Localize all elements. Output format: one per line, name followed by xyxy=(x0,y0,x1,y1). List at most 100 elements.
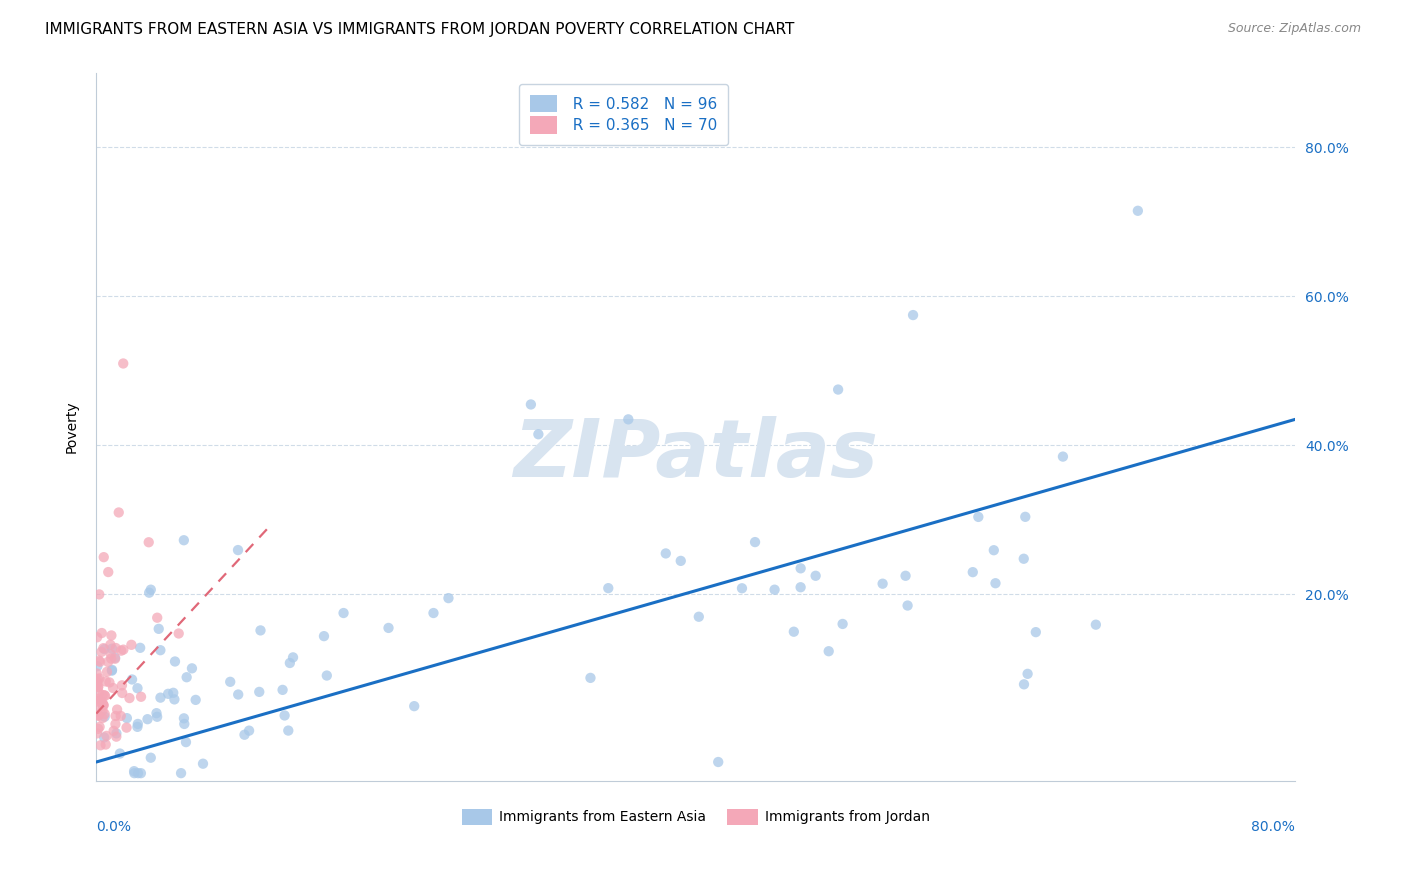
Point xyxy=(238,723,260,738)
Point xyxy=(100,651,122,665)
Point xyxy=(91,698,114,712)
Point xyxy=(100,628,122,642)
Point xyxy=(87,694,110,708)
Point xyxy=(277,723,299,738)
Point xyxy=(89,739,111,753)
Point xyxy=(967,509,990,524)
Point xyxy=(872,576,894,591)
Point xyxy=(804,568,827,582)
Point xyxy=(87,654,110,668)
Point xyxy=(129,640,152,655)
Point xyxy=(138,535,160,549)
Point xyxy=(108,747,131,761)
Point xyxy=(831,616,853,631)
Point xyxy=(1126,203,1149,218)
Point xyxy=(96,665,118,679)
Point xyxy=(598,581,620,595)
Point xyxy=(163,655,186,669)
Point xyxy=(271,682,294,697)
Point xyxy=(104,640,127,655)
Point xyxy=(173,717,195,731)
Point xyxy=(89,672,111,686)
Point xyxy=(1017,666,1039,681)
Point xyxy=(97,655,120,669)
Point xyxy=(170,766,193,780)
Point xyxy=(138,585,160,599)
Point xyxy=(1052,450,1074,464)
Point xyxy=(86,726,108,740)
Point xyxy=(1014,509,1036,524)
Point xyxy=(1084,617,1107,632)
Point xyxy=(93,706,115,721)
Point xyxy=(422,606,444,620)
Point xyxy=(101,641,124,656)
Text: Source: ZipAtlas.com: Source: ZipAtlas.com xyxy=(1227,22,1361,36)
Point xyxy=(707,755,730,769)
Point xyxy=(176,670,198,684)
Point xyxy=(87,709,110,723)
Point xyxy=(105,702,128,716)
Point xyxy=(129,766,152,780)
Point xyxy=(101,664,124,678)
Point xyxy=(136,712,159,726)
Point xyxy=(115,711,138,725)
Point xyxy=(1025,625,1047,640)
Point xyxy=(894,568,917,582)
Point xyxy=(127,681,149,696)
Point xyxy=(219,674,242,689)
Point xyxy=(173,711,195,725)
Point xyxy=(1012,551,1035,566)
Point xyxy=(107,506,129,520)
Point xyxy=(93,688,115,702)
Y-axis label: Poverty: Poverty xyxy=(65,401,79,453)
Point xyxy=(87,686,110,700)
Point xyxy=(86,675,108,690)
Point xyxy=(94,738,117,752)
Point xyxy=(669,554,692,568)
Point xyxy=(86,678,108,692)
Point xyxy=(527,427,550,442)
Point xyxy=(91,704,114,718)
Point xyxy=(1012,677,1035,691)
Point xyxy=(226,543,249,558)
Point xyxy=(127,717,149,731)
Point xyxy=(377,621,399,635)
Point xyxy=(93,698,115,712)
Point xyxy=(93,642,115,657)
Point xyxy=(278,656,301,670)
Point xyxy=(789,561,811,575)
Point xyxy=(87,722,110,736)
Point xyxy=(103,723,125,738)
Point xyxy=(174,735,197,749)
Point xyxy=(127,766,149,780)
Point xyxy=(226,688,249,702)
Point xyxy=(148,622,170,636)
Point xyxy=(731,581,754,595)
Point xyxy=(146,610,169,624)
Point xyxy=(104,650,127,665)
Point xyxy=(87,680,110,694)
Point xyxy=(437,591,460,606)
Point xyxy=(121,673,143,687)
Point xyxy=(112,356,135,370)
Point xyxy=(233,728,256,742)
Text: 0.0%: 0.0% xyxy=(96,820,131,833)
Point xyxy=(89,720,111,734)
Point xyxy=(655,546,678,560)
Point xyxy=(149,690,172,705)
Point xyxy=(93,550,115,565)
Point xyxy=(111,686,134,700)
Point xyxy=(96,729,118,743)
Point xyxy=(744,535,766,549)
Point xyxy=(901,308,924,322)
Point xyxy=(149,643,172,657)
Point xyxy=(86,630,108,644)
Point xyxy=(93,641,115,656)
Point xyxy=(100,638,122,652)
Point xyxy=(688,609,710,624)
Point xyxy=(93,698,115,712)
Point xyxy=(181,661,204,675)
Point xyxy=(118,691,141,706)
Point xyxy=(86,666,108,681)
Point xyxy=(89,587,111,601)
